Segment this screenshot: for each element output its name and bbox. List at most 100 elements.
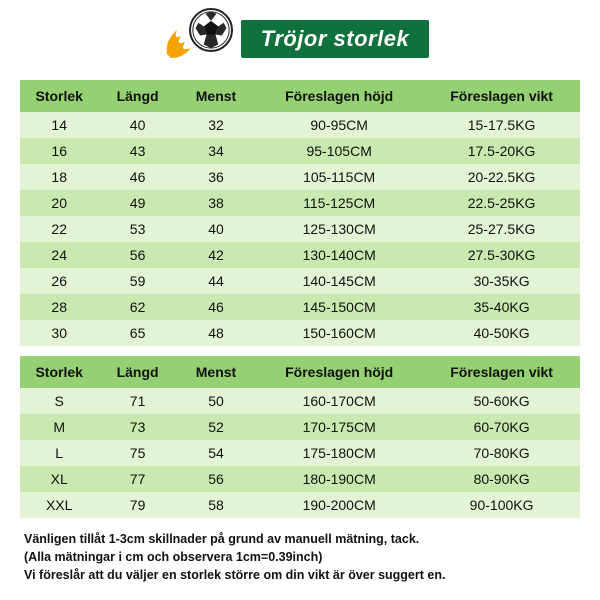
cell-vikt: 27.5-30KG [423, 242, 580, 268]
cell-hojd: 180-190CM [255, 466, 423, 492]
cell-vikt: 25-27.5KG [423, 216, 580, 242]
table-row: S7150160-170CM50-60KG [20, 388, 580, 414]
cell-menst: 46 [177, 294, 255, 320]
cell-storlek: XXL [20, 492, 98, 518]
cell-hojd: 145-150CM [255, 294, 423, 320]
cell-menst: 36 [177, 164, 255, 190]
cell-storlek: M [20, 414, 98, 440]
adult-size-table: Storlek Längd Menst Föreslagen höjd Före… [20, 356, 580, 518]
cell-menst: 58 [177, 492, 255, 518]
cell-menst: 54 [177, 440, 255, 466]
col-header-hojd: Föreslagen höjd [255, 80, 423, 112]
cell-hojd: 105-115CM [255, 164, 423, 190]
table-row: 286246145-150CM35-40KG [20, 294, 580, 320]
cell-vikt: 20-22.5KG [423, 164, 580, 190]
cell-menst: 44 [177, 268, 255, 294]
col-header-storlek: Storlek [20, 80, 98, 112]
cell-hojd: 115-125CM [255, 190, 423, 216]
cell-langd: 56 [98, 242, 176, 268]
cell-hojd: 170-175CM [255, 414, 423, 440]
col-header-menst: Menst [177, 356, 255, 388]
cell-langd: 59 [98, 268, 176, 294]
cell-storlek: 22 [20, 216, 98, 242]
cell-langd: 73 [98, 414, 176, 440]
col-header-langd: Längd [98, 356, 176, 388]
cell-menst: 42 [177, 242, 255, 268]
table-row: 265944140-145CM30-35KG [20, 268, 580, 294]
cell-vikt: 90-100KG [423, 492, 580, 518]
cell-storlek: 26 [20, 268, 98, 294]
cell-menst: 38 [177, 190, 255, 216]
soccer-ball-flame-icon [171, 8, 233, 70]
cell-vikt: 15-17.5KG [423, 112, 580, 138]
header: Tröjor storlek [0, 0, 600, 74]
col-header-langd: Längd [98, 80, 176, 112]
cell-storlek: 20 [20, 190, 98, 216]
table-row: 306548150-160CM40-50KG [20, 320, 580, 346]
cell-hojd: 130-140CM [255, 242, 423, 268]
col-header-vikt: Föreslagen vikt [423, 80, 580, 112]
kids-size-table: Storlek Längd Menst Föreslagen höjd Före… [20, 80, 580, 346]
cell-hojd: 125-130CM [255, 216, 423, 242]
size-notes: Vänligen tillåt 1-3cm skillnader på grun… [20, 528, 580, 590]
size-tables: Storlek Längd Menst Föreslagen höjd Före… [20, 80, 580, 528]
cell-menst: 34 [177, 138, 255, 164]
cell-hojd: 175-180CM [255, 440, 423, 466]
page-title: Tröjor storlek [241, 20, 429, 58]
col-header-vikt: Föreslagen vikt [423, 356, 580, 388]
cell-langd: 49 [98, 190, 176, 216]
cell-langd: 79 [98, 492, 176, 518]
cell-storlek: XL [20, 466, 98, 492]
col-header-menst: Menst [177, 80, 255, 112]
cell-storlek: 30 [20, 320, 98, 346]
table-header-row: Storlek Längd Menst Föreslagen höjd Före… [20, 80, 580, 112]
cell-menst: 40 [177, 216, 255, 242]
cell-vikt: 35-40KG [423, 294, 580, 320]
cell-langd: 46 [98, 164, 176, 190]
cell-langd: 62 [98, 294, 176, 320]
cell-hojd: 90-95CM [255, 112, 423, 138]
note-line: Vi föreslår att du väljer en storlek stö… [24, 566, 576, 584]
col-header-hojd: Föreslagen höjd [255, 356, 423, 388]
cell-vikt: 60-70KG [423, 414, 580, 440]
cell-hojd: 160-170CM [255, 388, 423, 414]
cell-vikt: 40-50KG [423, 320, 580, 346]
cell-storlek: L [20, 440, 98, 466]
cell-menst: 56 [177, 466, 255, 492]
col-header-storlek: Storlek [20, 356, 98, 388]
cell-langd: 40 [98, 112, 176, 138]
cell-menst: 48 [177, 320, 255, 346]
cell-hojd: 140-145CM [255, 268, 423, 294]
cell-menst: 50 [177, 388, 255, 414]
table-header-row: Storlek Längd Menst Föreslagen höjd Före… [20, 356, 580, 388]
cell-langd: 53 [98, 216, 176, 242]
cell-menst: 52 [177, 414, 255, 440]
cell-storlek: 14 [20, 112, 98, 138]
note-line: Vänligen tillåt 1-3cm skillnader på grun… [24, 530, 576, 548]
cell-storlek: 18 [20, 164, 98, 190]
cell-langd: 75 [98, 440, 176, 466]
table-row: 225340125-130CM25-27.5KG [20, 216, 580, 242]
cell-langd: 77 [98, 466, 176, 492]
note-line: (Alla mätningar i cm och observera 1cm=0… [24, 548, 576, 566]
table-row: 14403290-95CM15-17.5KG [20, 112, 580, 138]
table-row: XXL7958190-200CM90-100KG [20, 492, 580, 518]
table-row: 16433495-105CM17.5-20KG [20, 138, 580, 164]
table-row: L7554175-180CM70-80KG [20, 440, 580, 466]
table-row: XL7756180-190CM80-90KG [20, 466, 580, 492]
cell-storlek: 24 [20, 242, 98, 268]
table-row: 245642130-140CM27.5-30KG [20, 242, 580, 268]
cell-vikt: 80-90KG [423, 466, 580, 492]
cell-hojd: 95-105CM [255, 138, 423, 164]
table-row: 204938115-125CM22.5-25KG [20, 190, 580, 216]
cell-storlek: 16 [20, 138, 98, 164]
cell-storlek: 28 [20, 294, 98, 320]
cell-langd: 65 [98, 320, 176, 346]
cell-vikt: 50-60KG [423, 388, 580, 414]
cell-vikt: 30-35KG [423, 268, 580, 294]
cell-vikt: 70-80KG [423, 440, 580, 466]
table-row: 184636105-115CM20-22.5KG [20, 164, 580, 190]
cell-vikt: 22.5-25KG [423, 190, 580, 216]
table-row: M7352170-175CM60-70KG [20, 414, 580, 440]
cell-hojd: 150-160CM [255, 320, 423, 346]
